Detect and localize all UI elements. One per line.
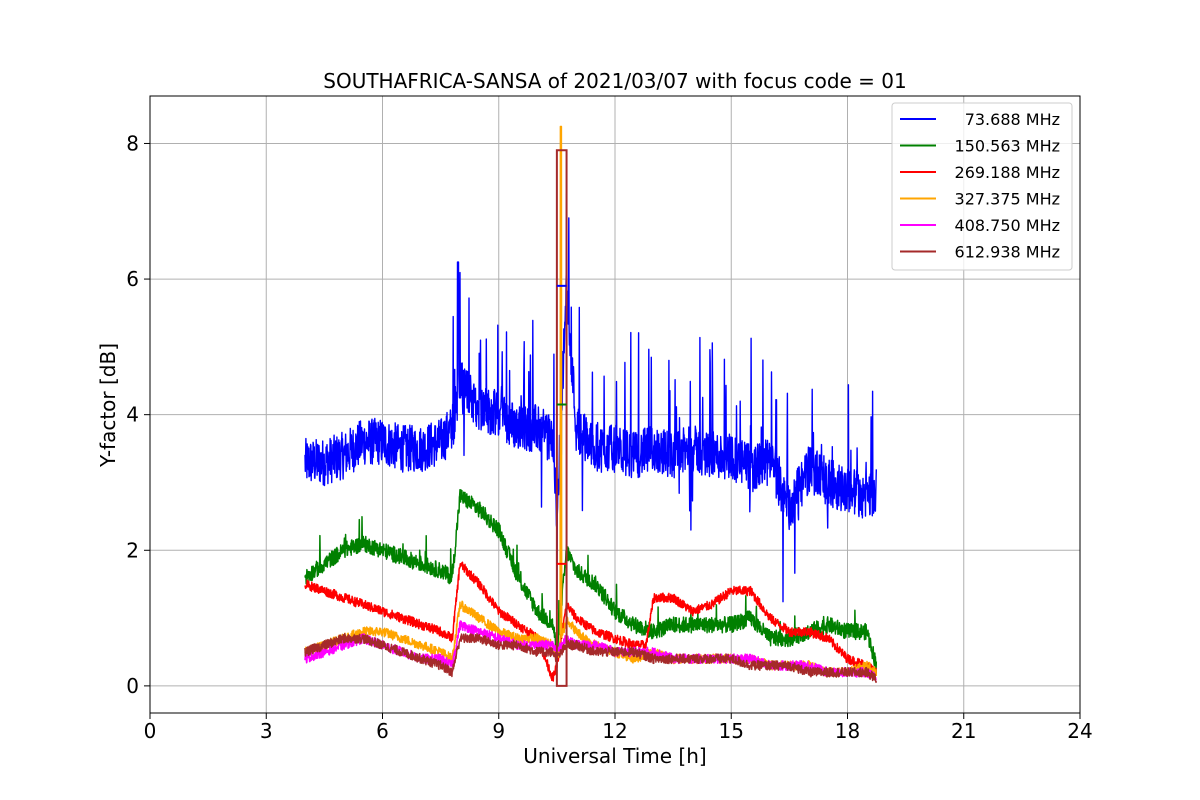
series-line <box>304 633 878 684</box>
legend-label: 73.688 MHz <box>965 110 1060 129</box>
series-line <box>304 620 877 681</box>
legend-label: 612.938 MHz <box>955 243 1060 262</box>
y-tick-label: 2 <box>126 538 139 562</box>
x-tick-label: 6 <box>376 719 389 743</box>
series-line <box>304 561 878 682</box>
calibration-rectangle <box>555 149 568 687</box>
chart-title: SOUTHAFRICA-SANSA of 2021/03/07 with foc… <box>323 69 907 93</box>
y-tick-label: 8 <box>126 131 139 155</box>
legend: 73.688 MHz 150.563 MHz 269.188 MHz 327.375 … <box>891 102 1073 271</box>
y-axis-label: Y-factor [dB] <box>96 343 120 468</box>
x-axis-label: Universal Time [h] <box>523 744 706 768</box>
x-tick-label: 0 <box>144 719 157 743</box>
x-tick-label: 18 <box>835 719 860 743</box>
series-line <box>304 192 877 610</box>
y-axis-ticks: 0 2 4 6 8 <box>126 131 150 698</box>
x-tick-label: 24 <box>1067 719 1092 743</box>
x-tick-label: 15 <box>719 719 744 743</box>
x-axis-ticks: 0 3 6 9 12 15 18 21 24 <box>144 713 1093 743</box>
x-tick-label: 21 <box>951 719 976 743</box>
calibration-overlay <box>555 149 568 687</box>
y-tick-label: 6 <box>126 267 139 291</box>
series-line <box>304 125 878 678</box>
y-tick-label: 4 <box>126 403 139 427</box>
x-tick-label: 12 <box>602 719 627 743</box>
legend-label: 150.563 MHz <box>955 137 1060 156</box>
x-tick-label: 3 <box>260 719 273 743</box>
legend-label: 327.375 MHz <box>955 190 1060 209</box>
x-tick-label: 9 <box>492 719 505 743</box>
series-line <box>304 489 878 673</box>
series-layer <box>304 125 878 687</box>
legend-label: 408.750 MHz <box>955 216 1060 235</box>
legend-label: 269.188 MHz <box>955 163 1060 182</box>
y-tick-label: 0 <box>126 674 139 698</box>
legend-box <box>891 102 1073 271</box>
